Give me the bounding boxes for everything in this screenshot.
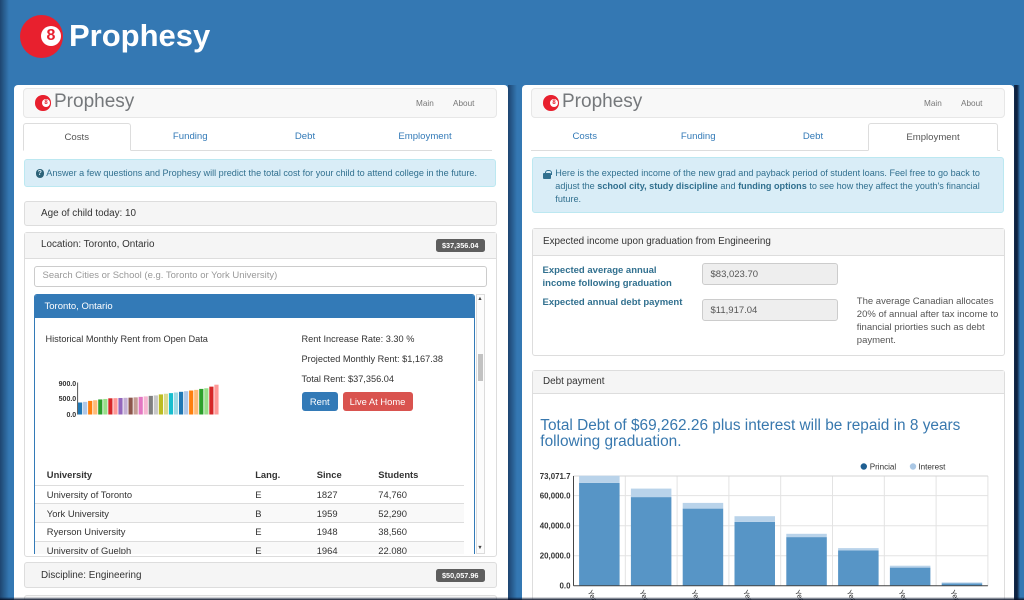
svg-text:Year 2: Year 2 <box>689 589 706 600</box>
svg-text:40,000.0: 40,000.0 <box>540 522 571 531</box>
svg-text:900.0: 900.0 <box>58 381 76 388</box>
svg-text:60,000.0: 60,000.0 <box>540 491 571 500</box>
svg-text:Year 7: Year 7 <box>948 589 965 600</box>
svg-text:20,000.0: 20,000.0 <box>540 552 571 561</box>
svg-text:Year 5: Year 5 <box>845 589 862 600</box>
svg-text:0.0: 0.0 <box>66 412 76 419</box>
svg-text:500.0: 500.0 <box>58 396 76 403</box>
svg-text:Interest: Interest <box>918 462 946 471</box>
svg-text:Year 0: Year 0 <box>586 589 603 600</box>
svg-text:Princial: Princial <box>870 462 897 471</box>
svg-text:73,071.7: 73,071.7 <box>540 472 571 481</box>
svg-text:Year 1: Year 1 <box>638 589 655 600</box>
svg-text:Year 3: Year 3 <box>741 589 758 600</box>
svg-text:Year 4: Year 4 <box>793 589 810 600</box>
svg-text:0.0: 0.0 <box>560 582 572 591</box>
svg-text:Year 6: Year 6 <box>897 589 914 600</box>
